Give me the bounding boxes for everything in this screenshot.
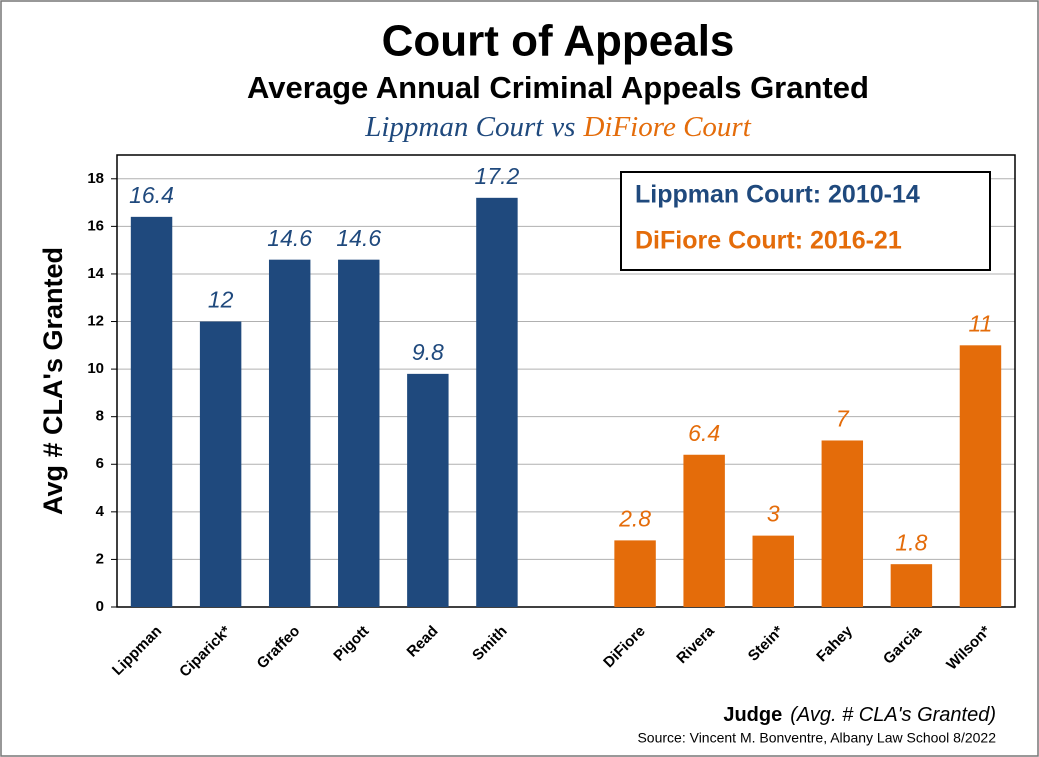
value-label: 9.8: [412, 339, 444, 365]
chart-subtitle: Average Annual Criminal Appeals Granted: [247, 70, 869, 105]
y-tick-label: 0: [96, 598, 104, 615]
value-label: 14.6: [267, 225, 312, 251]
comparison-left: Lippman Court: [364, 111, 544, 143]
bar: [268, 259, 311, 607]
value-label: 7: [836, 406, 850, 432]
y-tick-label: 8: [96, 408, 104, 425]
chart-title: Court of Appeals: [382, 17, 735, 66]
plot-border: [116, 154, 1016, 608]
value-label: 6.4: [688, 420, 720, 446]
legend-entry: Lippman Court: 2010-14: [635, 181, 920, 209]
bar: [130, 216, 173, 607]
value-label: 14.6: [336, 225, 381, 251]
value-label: 17.2: [475, 163, 520, 189]
y-tick-label: 10: [87, 360, 104, 377]
y-axis-label: Avg # CLA's Granted: [38, 247, 68, 515]
bar: [959, 345, 1002, 607]
y-tick-label: 6: [96, 455, 104, 472]
bar: [476, 197, 518, 608]
x-axis-label: Judge (Avg. # CLA's Granted): [723, 704, 996, 726]
bar: [821, 440, 864, 607]
bar: [752, 535, 794, 607]
x-axis-label-note: (Avg. # CLA's Granted): [790, 704, 996, 726]
bar: [338, 259, 380, 607]
y-tick-label: 18: [87, 170, 104, 187]
value-label: 16.4: [129, 182, 174, 208]
x-axis-label-main: Judge: [723, 704, 782, 726]
comparison-vs: vs: [551, 111, 575, 143]
y-tick-label: 16: [87, 217, 104, 234]
value-label: 3: [767, 501, 780, 527]
bar: [199, 321, 242, 607]
legend-entry: DiFiore Court: 2016-21: [635, 227, 902, 255]
y-tick-label: 12: [87, 312, 104, 329]
y-tick-label: 14: [87, 265, 104, 282]
bar: [407, 373, 449, 607]
value-label: 1.8: [895, 529, 927, 555]
bar: [683, 454, 725, 607]
legend-box: [620, 171, 991, 271]
bar: [890, 564, 933, 607]
value-label: 11: [969, 310, 993, 336]
comparison-right: DiFiore Court: [582, 111, 751, 143]
bar: [614, 540, 656, 607]
value-label: 12: [208, 287, 234, 313]
y-tick-label: 2: [96, 550, 104, 567]
comparison: Lippman Court vs DiFiore Court: [364, 111, 751, 143]
y-tick-label: 4: [96, 503, 105, 520]
value-label: 2.8: [618, 505, 651, 531]
source: Source: Vincent M. Bonventre, Albany Law…: [637, 730, 996, 746]
